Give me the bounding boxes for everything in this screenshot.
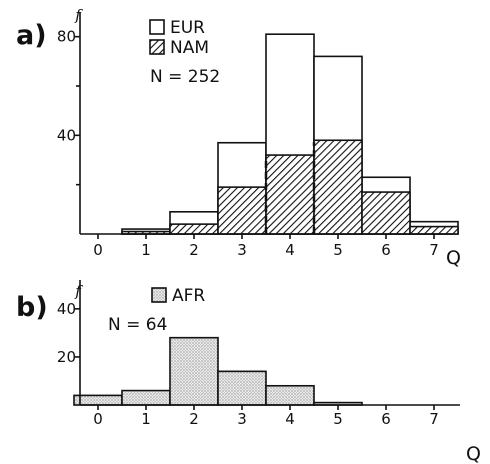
x-tick-label: 7 bbox=[429, 410, 439, 428]
bar-afr-q3 bbox=[217, 370, 267, 406]
x-tick-label: 1 bbox=[141, 241, 151, 259]
y-axis-label: f bbox=[74, 282, 83, 300]
y-tick-label: 40 bbox=[57, 126, 76, 144]
x-tick-label: 2 bbox=[189, 241, 199, 259]
legend-swatch-afr bbox=[151, 287, 167, 303]
sample-size-annotation: N = 252 bbox=[150, 67, 220, 87]
x-tick-label: 5 bbox=[333, 241, 343, 259]
x-tick-label: 0 bbox=[93, 241, 103, 259]
x-tick-label: 3 bbox=[237, 410, 247, 428]
panel-label: a) bbox=[16, 20, 47, 51]
y-tick-label: 20 bbox=[57, 348, 76, 366]
y-tick-label: 40 bbox=[57, 300, 76, 318]
legend-swatch-nam bbox=[149, 39, 165, 55]
y-axis-label: f bbox=[74, 6, 83, 24]
x-tick-label: 3 bbox=[237, 241, 247, 259]
legend-label-nam: NAM bbox=[170, 38, 209, 58]
bar-nam-q4 bbox=[265, 154, 315, 235]
x-tick-label: 5 bbox=[333, 410, 343, 428]
bar-nam-q3 bbox=[217, 186, 267, 235]
bar-nam-q5 bbox=[313, 139, 363, 235]
x-tick-label: 6 bbox=[381, 241, 391, 259]
legend-swatch-eur bbox=[149, 19, 165, 35]
bar-afr-q4 bbox=[265, 384, 315, 406]
bar-afr-q2 bbox=[169, 336, 219, 406]
legend-label-afr: AFR bbox=[172, 286, 205, 306]
panel-label: b) bbox=[16, 292, 48, 323]
x-tick-label: 0 bbox=[93, 410, 103, 428]
x-axis-label: Q bbox=[446, 247, 461, 269]
x-tick-label: 2 bbox=[189, 410, 199, 428]
x-axis-label: Q bbox=[466, 443, 481, 464]
x-tick-label: 1 bbox=[141, 410, 151, 428]
bar-nam-q2 bbox=[169, 223, 219, 235]
y-tick-label: 80 bbox=[57, 28, 76, 46]
bar-nam-q7 bbox=[409, 225, 459, 235]
bar-afr-q1 bbox=[121, 389, 171, 406]
legend-label-eur: EUR bbox=[170, 18, 205, 38]
bar-afr-q0 bbox=[73, 394, 123, 406]
x-tick-label: 7 bbox=[429, 241, 439, 259]
sample-size-annotation: N = 64 bbox=[108, 315, 167, 335]
bar-nam-q6 bbox=[361, 191, 411, 235]
x-tick-label: 4 bbox=[285, 241, 295, 259]
x-tick-label: 4 bbox=[285, 410, 295, 428]
x-tick-label: 6 bbox=[381, 410, 391, 428]
